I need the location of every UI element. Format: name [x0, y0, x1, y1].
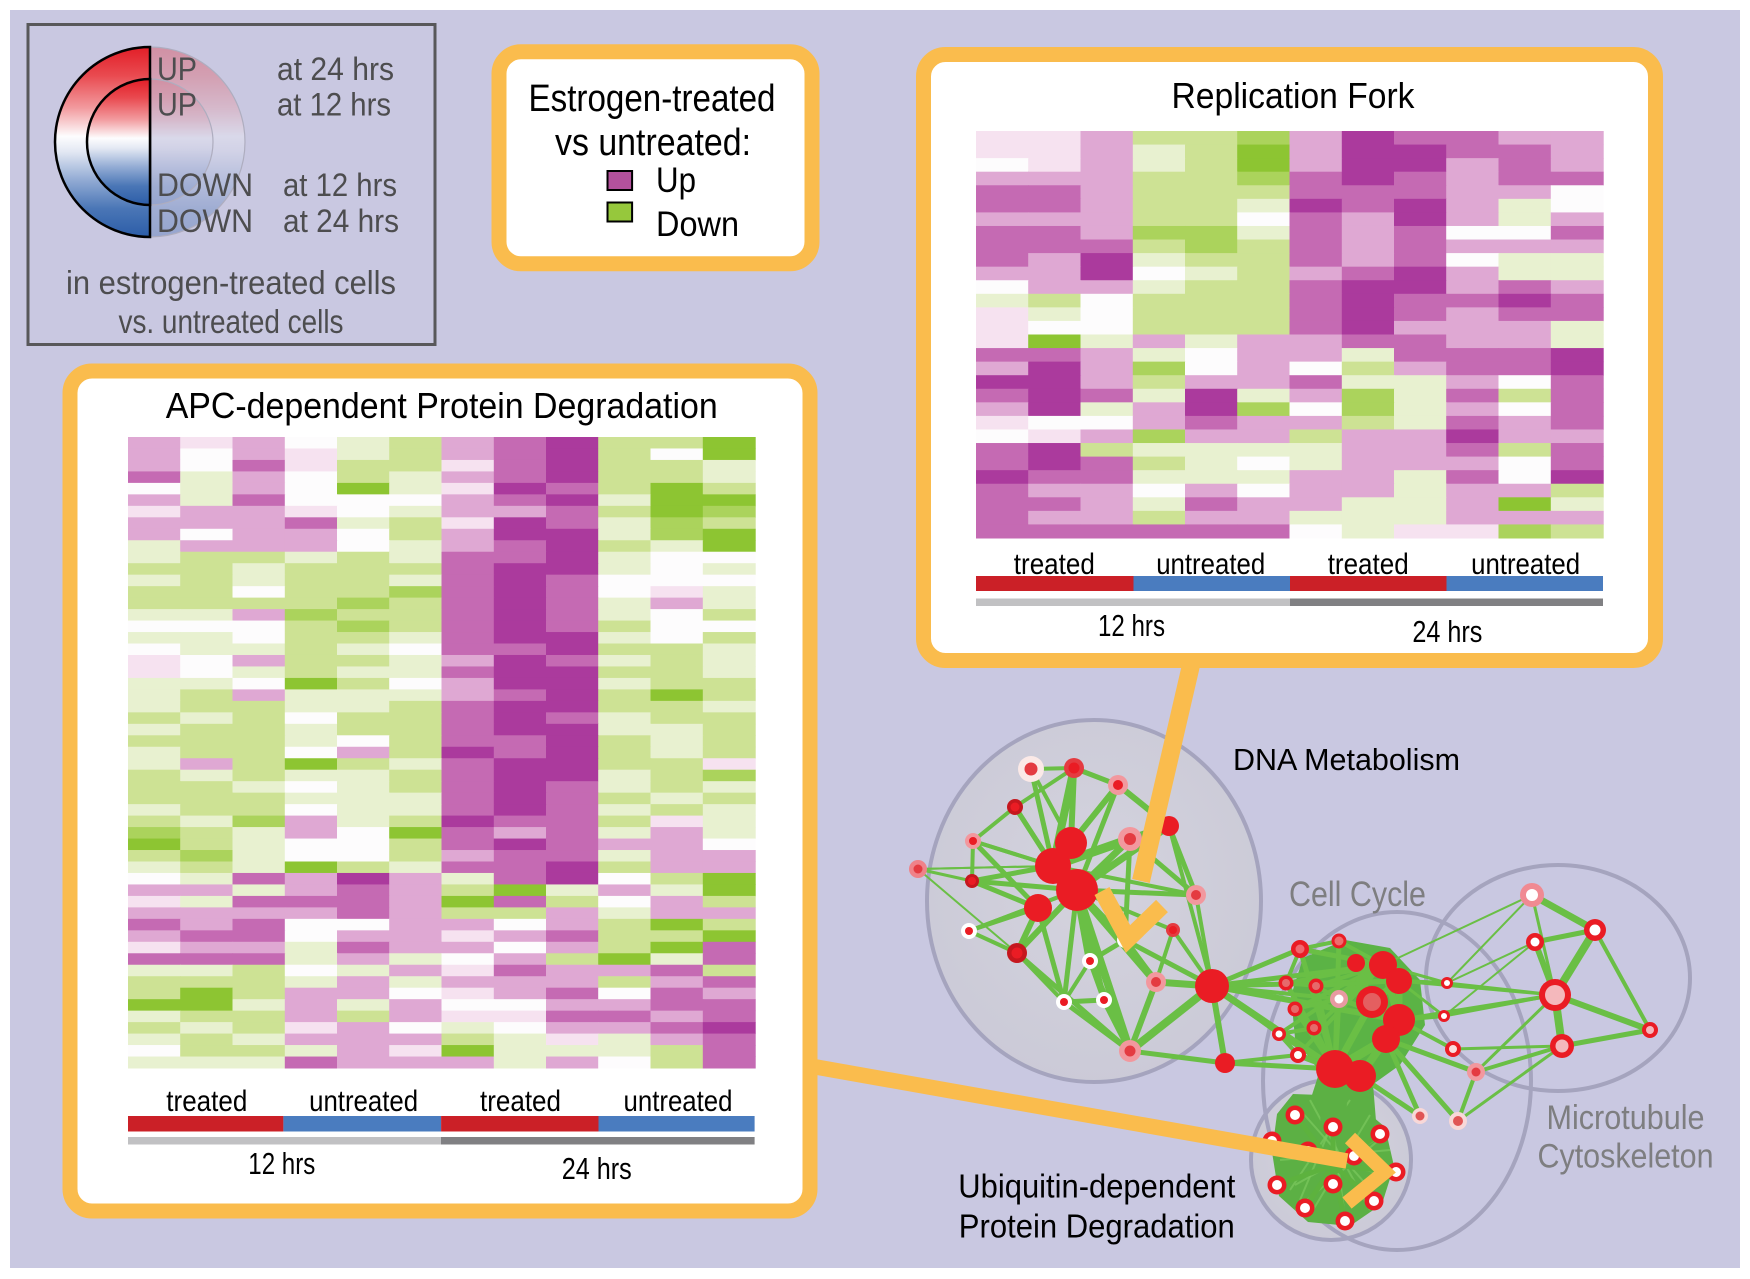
svg-text:APC-dependent Protein Degradat: APC-dependent Protein Degradation — [166, 385, 718, 426]
svg-text:at 24 hrs: at 24 hrs — [283, 203, 399, 239]
svg-text:Estrogen-treated: Estrogen-treated — [529, 78, 776, 120]
svg-text:untreated: untreated — [1156, 548, 1265, 581]
svg-text:24 hrs: 24 hrs — [562, 1151, 632, 1186]
svg-text:at 12 hrs: at 12 hrs — [277, 87, 391, 123]
svg-text:UP: UP — [157, 51, 197, 87]
svg-text:Microtubule: Microtubule — [1547, 1099, 1705, 1137]
svg-text:treated: treated — [166, 1085, 247, 1118]
svg-text:UP: UP — [157, 87, 197, 123]
svg-text:Up: Up — [656, 161, 696, 200]
svg-text:DOWN: DOWN — [157, 167, 253, 203]
svg-text:24 hrs: 24 hrs — [1412, 614, 1482, 649]
svg-text:untreated: untreated — [1471, 548, 1580, 581]
svg-text:treated: treated — [1014, 548, 1095, 581]
svg-text:treated: treated — [480, 1085, 561, 1118]
svg-text:12 hrs: 12 hrs — [1098, 608, 1165, 643]
svg-text:Protein Degradation: Protein Degradation — [959, 1208, 1235, 1245]
svg-text:untreated: untreated — [624, 1085, 733, 1118]
svg-text:Down: Down — [656, 205, 739, 244]
svg-text:DNA Metabolism: DNA Metabolism — [1233, 743, 1460, 777]
svg-text:treated: treated — [1328, 548, 1409, 581]
svg-text:in estrogen-treated cells: in estrogen-treated cells — [66, 264, 396, 301]
svg-text:Cell Cycle: Cell Cycle — [1289, 875, 1426, 914]
svg-text:Replication Fork: Replication Fork — [1172, 75, 1416, 116]
svg-text:Ubiquitin-dependent: Ubiquitin-dependent — [958, 1168, 1235, 1205]
svg-text:at 24 hrs: at 24 hrs — [277, 51, 394, 87]
svg-text:vs. untreated cells: vs. untreated cells — [119, 303, 344, 340]
svg-text:Cytoskeleton: Cytoskeleton — [1538, 1138, 1714, 1176]
svg-text:DOWN: DOWN — [157, 203, 253, 239]
svg-text:at 12 hrs: at 12 hrs — [283, 167, 397, 203]
svg-text:untreated: untreated — [309, 1085, 418, 1118]
svg-text:vs untreated:: vs untreated: — [555, 122, 751, 164]
svg-text:12 hrs: 12 hrs — [248, 1146, 315, 1181]
